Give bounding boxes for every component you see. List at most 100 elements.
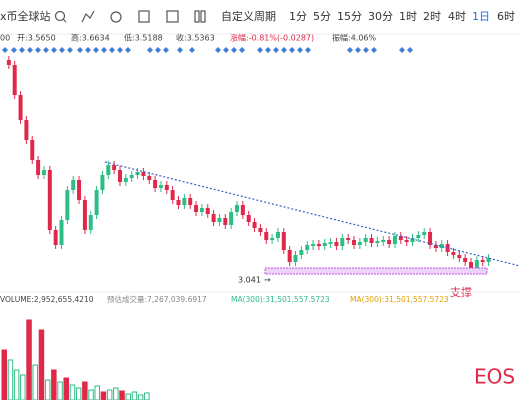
candle-body — [235, 205, 239, 212]
marker — [2, 47, 8, 53]
volume-bar — [69, 384, 76, 401]
volume-bar — [100, 391, 107, 401]
period-tab[interactable]: 6时 — [497, 10, 515, 23]
candle-body — [246, 215, 251, 222]
candle-body — [194, 205, 199, 212]
marker — [265, 47, 271, 53]
period-tab[interactable]: 2时 — [423, 10, 441, 23]
ma2: MA(300):31,501,557.5723 — [350, 295, 449, 304]
candle-body — [340, 238, 345, 246]
change: 涨幅:-0.81%(-0.0287) — [230, 33, 314, 43]
marker — [77, 47, 83, 53]
candle-body — [94, 190, 99, 215]
volume-bar — [26, 319, 32, 401]
candle-body — [229, 212, 234, 225]
high: 高:3.6634 — [71, 33, 110, 43]
toolbar-icons[interactable] — [54, 10, 206, 23]
candle-body — [205, 208, 210, 214]
candle-body — [357, 242, 362, 245]
volume-bar — [131, 391, 138, 401]
period-tab[interactable]: 自定义周期 — [221, 9, 276, 23]
marker — [281, 47, 287, 53]
candle-body — [316, 244, 321, 246]
period-tabs: 自定义周期 1分 5分 15分 30分 1时 2时 4时 1日 6时 — [221, 9, 515, 23]
candle-body — [188, 198, 193, 205]
candle-body — [18, 95, 23, 120]
symbol[interactable]: x币全球站 — [0, 9, 51, 23]
marker — [59, 47, 65, 53]
candle-body — [463, 258, 468, 262]
marker — [35, 47, 41, 53]
toolbar — [0, 0, 520, 34]
marker — [43, 47, 49, 53]
marker — [11, 47, 17, 53]
candle-body — [404, 240, 409, 242]
candle-body — [217, 218, 222, 222]
period-tab[interactable]: 15分 — [337, 10, 362, 23]
marker — [93, 47, 99, 53]
candle-body — [381, 240, 386, 242]
marker — [177, 47, 183, 53]
candle-body — [100, 175, 105, 190]
volume-bar — [57, 381, 63, 401]
candle-body — [416, 235, 421, 238]
marker — [305, 47, 311, 53]
candle-body — [422, 232, 427, 235]
candle-body — [118, 170, 122, 182]
candles — [6, 56, 491, 272]
candle-body — [135, 172, 140, 175]
candle-body — [182, 198, 187, 205]
candle-body — [158, 185, 163, 188]
info-row: 00 开:3.5650 高:3.6634 低:3.5188 收:3.5363 涨… — [0, 33, 377, 43]
candle-body — [176, 200, 181, 205]
candle-body — [123, 178, 128, 182]
volume-bar — [113, 387, 119, 401]
candle-body — [141, 172, 146, 176]
close: 收:3.5363 — [176, 33, 215, 43]
marker — [19, 47, 25, 53]
candle-body — [112, 165, 117, 170]
volume-bar — [1, 349, 7, 401]
candle-body — [328, 242, 333, 244]
price-marker: 3.041 — [238, 276, 261, 285]
marker — [289, 47, 295, 53]
candle-body — [6, 60, 11, 65]
candle-body — [264, 232, 269, 240]
volume-bar — [94, 385, 100, 401]
candle-body — [223, 218, 228, 225]
period-tab[interactable]: 1时 — [399, 10, 417, 23]
volume-bars — [1, 319, 150, 401]
candle-body — [352, 240, 356, 245]
candle-body — [369, 238, 374, 243]
candle-body — [41, 170, 46, 175]
marker — [189, 47, 195, 53]
candle-body — [47, 170, 52, 230]
candle-body — [439, 244, 444, 248]
info-prefix: 00 — [0, 34, 10, 43]
candle-body — [299, 250, 304, 255]
volume-bar — [144, 392, 150, 401]
marker — [155, 47, 161, 53]
period-tab[interactable]: 1分 — [289, 10, 307, 23]
candle-body — [88, 215, 93, 230]
candle-body — [305, 245, 310, 250]
volume-info: VOLUME:2,952,655.4210 预估成交量:7,267,039.69… — [0, 294, 449, 304]
trend-line — [104, 161, 520, 267]
candle-body — [170, 190, 175, 200]
period-tab[interactable]: 1日 — [472, 10, 490, 23]
volume-bar — [106, 389, 113, 401]
candle-body — [258, 228, 263, 232]
candle-body — [322, 243, 327, 246]
period-tab[interactable]: 5分 — [313, 10, 331, 23]
marker — [273, 47, 279, 53]
candle-body — [480, 260, 485, 262]
marker — [67, 47, 73, 53]
candle-body — [147, 176, 152, 180]
period-tab[interactable]: 4时 — [448, 10, 466, 23]
period-tab[interactable]: 30分 — [368, 10, 393, 23]
volume-bar — [20, 374, 26, 401]
candle-body — [59, 220, 64, 245]
event-markers — [2, 47, 413, 53]
candle-body — [474, 260, 479, 268]
